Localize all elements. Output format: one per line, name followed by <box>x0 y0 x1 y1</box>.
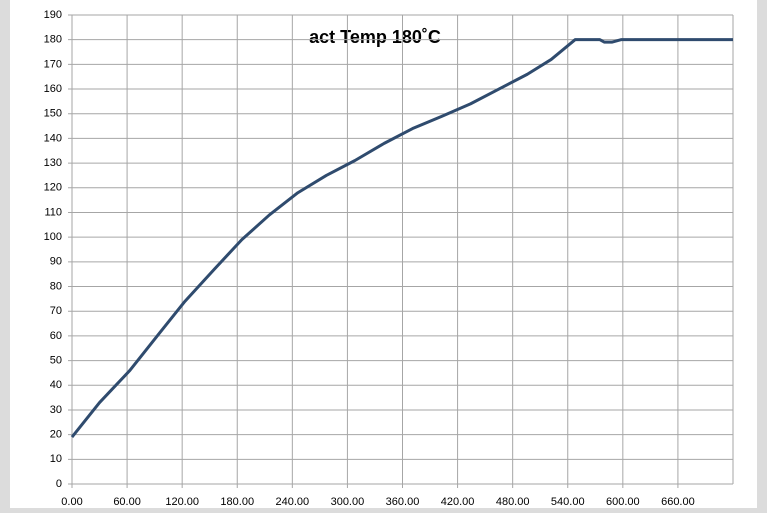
x-tick-label: 540.00 <box>551 496 585 508</box>
y-tick-label: 150 <box>44 108 62 120</box>
data-line <box>70 38 733 439</box>
y-tick-label: 80 <box>50 280 62 292</box>
x-tick-label: 420.00 <box>441 496 475 508</box>
x-tick-label: 300.00 <box>331 496 365 508</box>
x-tick-label: 60.00 <box>113 496 141 508</box>
x-tick-label: 240.00 <box>276 496 310 508</box>
y-tick-label: 60 <box>50 330 62 342</box>
y-tick-label: 50 <box>50 354 62 366</box>
chart-area <box>10 0 757 508</box>
y-tick-label: 140 <box>44 132 62 144</box>
y-tick-label: 170 <box>44 58 62 70</box>
y-tick-label: 0 <box>56 478 62 490</box>
y-tick-label: 110 <box>44 206 62 218</box>
x-tick-label: 180.00 <box>220 496 254 508</box>
y-tick-label: 190 <box>44 9 62 21</box>
y-tick-label: 120 <box>44 182 62 194</box>
x-tick-label: 360.00 <box>386 496 420 508</box>
y-tick-label: 180 <box>44 34 62 46</box>
y-tick-label: 90 <box>50 256 62 268</box>
y-tick-label: 100 <box>44 231 62 243</box>
y-tick-label: 20 <box>50 429 62 441</box>
y-tick-label: 40 <box>50 379 62 391</box>
x-tick-label: 480.00 <box>496 496 530 508</box>
y-tick-label: 10 <box>50 453 62 465</box>
x-tick-label: 120.00 <box>165 496 199 508</box>
chart-title: act Temp 180˚C <box>309 27 441 47</box>
y-tick-label: 130 <box>44 157 62 169</box>
x-tick-label: 600.00 <box>606 496 640 508</box>
x-tick-label: 660.00 <box>661 496 695 508</box>
y-tick-label: 70 <box>50 305 62 317</box>
x-tick-label: 0.00 <box>61 496 82 508</box>
y-tick-label: 30 <box>50 404 62 416</box>
y-tick-label: 160 <box>44 83 62 95</box>
